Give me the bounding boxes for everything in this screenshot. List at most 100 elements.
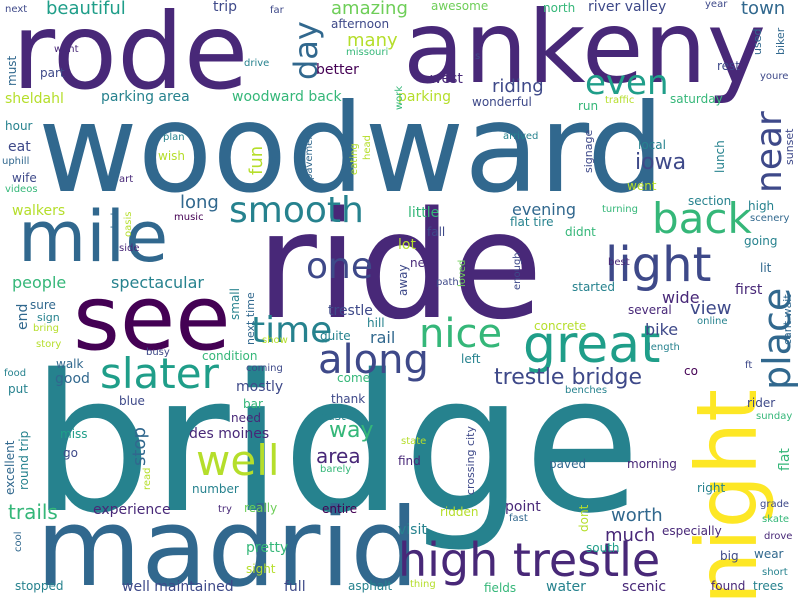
word-traffic: traffic bbox=[605, 95, 635, 106]
word-west: west bbox=[430, 71, 463, 87]
word-bar: bar bbox=[243, 397, 263, 411]
word-trestle: trestle bbox=[328, 303, 373, 319]
word-little: little bbox=[408, 205, 440, 221]
word-find: find bbox=[398, 454, 421, 468]
word-ft: ft bbox=[745, 360, 753, 371]
word-big: big bbox=[720, 549, 739, 563]
word-well-maintained: well maintained bbox=[122, 579, 234, 595]
word-year: year bbox=[705, 0, 728, 10]
word-excellent: excellent bbox=[3, 440, 17, 495]
word-afternoon: afternoon bbox=[331, 17, 390, 31]
word-drive: drive bbox=[244, 58, 270, 69]
word-plan: plan bbox=[163, 132, 185, 143]
word-end: end bbox=[15, 303, 31, 330]
word-south: south bbox=[586, 541, 620, 555]
word-way: way bbox=[329, 418, 374, 443]
word-worth: worth bbox=[611, 505, 663, 526]
word-wide: wide bbox=[662, 288, 700, 307]
word-asphalt: asphalt bbox=[348, 579, 393, 593]
word-walk: walk bbox=[56, 357, 84, 371]
word-nice: nice bbox=[419, 311, 503, 357]
word-good: good bbox=[55, 371, 90, 387]
word-go: go bbox=[63, 446, 78, 460]
word-t: t bbox=[272, 154, 276, 165]
word-best: best bbox=[608, 257, 630, 268]
word-condition: condition bbox=[202, 349, 258, 363]
word-going: going bbox=[744, 234, 778, 248]
word-pavement: pavement bbox=[304, 129, 315, 180]
word-mostly: mostly bbox=[236, 379, 284, 395]
word-lunch: lunch bbox=[713, 140, 727, 173]
word-drove: drove bbox=[764, 531, 793, 542]
word-even: even bbox=[585, 63, 669, 103]
word-arrived: arrived bbox=[503, 131, 539, 142]
word-started: started bbox=[572, 280, 615, 294]
word-rode: rode bbox=[12, 0, 249, 113]
word-round-trip: round trip bbox=[17, 430, 31, 490]
word-length: length bbox=[648, 342, 680, 353]
word-quite: quite bbox=[320, 329, 351, 343]
word-much: much bbox=[605, 525, 656, 546]
word-fields: fields bbox=[484, 581, 517, 595]
word-flat: flat bbox=[777, 448, 793, 471]
word-wish: wish bbox=[158, 149, 186, 163]
word-visit: visit bbox=[398, 522, 427, 538]
word-turning: turning bbox=[602, 204, 638, 215]
word-short: short bbox=[762, 567, 788, 578]
word-youre: youre bbox=[760, 71, 789, 82]
word-fun: fun bbox=[246, 145, 267, 175]
word-next: next bbox=[5, 4, 28, 15]
word-people: people bbox=[12, 273, 67, 292]
word-along: along bbox=[318, 337, 429, 383]
word-food: food bbox=[4, 368, 27, 379]
word-want: want bbox=[54, 44, 79, 55]
word-used: used bbox=[751, 28, 764, 55]
word-cool: cool bbox=[13, 531, 24, 552]
word-trestle-bridge: trestle bridge bbox=[494, 365, 643, 390]
word-rider: rider bbox=[747, 396, 776, 410]
word-sheldahl: sheldahl bbox=[5, 91, 64, 107]
word-music: music bbox=[174, 212, 204, 223]
word-went: went bbox=[627, 179, 657, 193]
word-one: one bbox=[306, 246, 373, 287]
word-especially: especially bbox=[662, 524, 722, 538]
word-water: water bbox=[546, 579, 586, 595]
word-next-time: next time bbox=[244, 292, 257, 345]
word-ridden: ridden bbox=[440, 505, 479, 519]
word-trip: trip bbox=[213, 0, 238, 15]
word-path: path bbox=[436, 277, 459, 288]
word-try: try bbox=[218, 504, 232, 515]
word-rest: rest bbox=[717, 59, 741, 73]
word-trails: trails bbox=[8, 500, 58, 524]
word-hope: hope bbox=[438, 539, 463, 550]
word-riding: riding bbox=[492, 76, 544, 97]
word-miss: miss bbox=[60, 427, 88, 441]
word-missouri: missouri bbox=[346, 47, 389, 58]
word-dark: dark bbox=[110, 209, 121, 232]
word-blue: blue bbox=[119, 394, 145, 408]
word-see: see bbox=[73, 266, 231, 371]
word-enough: enough bbox=[512, 252, 523, 290]
word-trees: trees bbox=[753, 579, 784, 593]
word-oasis: oasis bbox=[123, 211, 134, 237]
word-far: far bbox=[270, 5, 284, 16]
word-must: must bbox=[5, 55, 19, 86]
word-several: several bbox=[628, 303, 672, 317]
word-uphill: uphill bbox=[2, 156, 30, 167]
word-flat-tire: flat tire bbox=[510, 215, 554, 229]
word-number: number bbox=[192, 482, 239, 496]
word-barely: barely bbox=[320, 464, 352, 475]
word-local: local bbox=[638, 138, 666, 152]
word-parking-area: parking area bbox=[101, 89, 190, 105]
word-amazing: amazing bbox=[331, 0, 408, 19]
word-view: view bbox=[690, 298, 732, 319]
word-des-moines: des moines bbox=[189, 426, 270, 442]
word-concrete: concrete bbox=[534, 319, 587, 333]
word-fast: fast bbox=[509, 513, 528, 524]
word-right: right bbox=[697, 481, 726, 495]
word-part: part bbox=[40, 66, 65, 80]
word-new: new bbox=[410, 256, 435, 270]
word-sunday: sunday bbox=[756, 411, 793, 422]
word-wife: wife bbox=[12, 171, 37, 185]
